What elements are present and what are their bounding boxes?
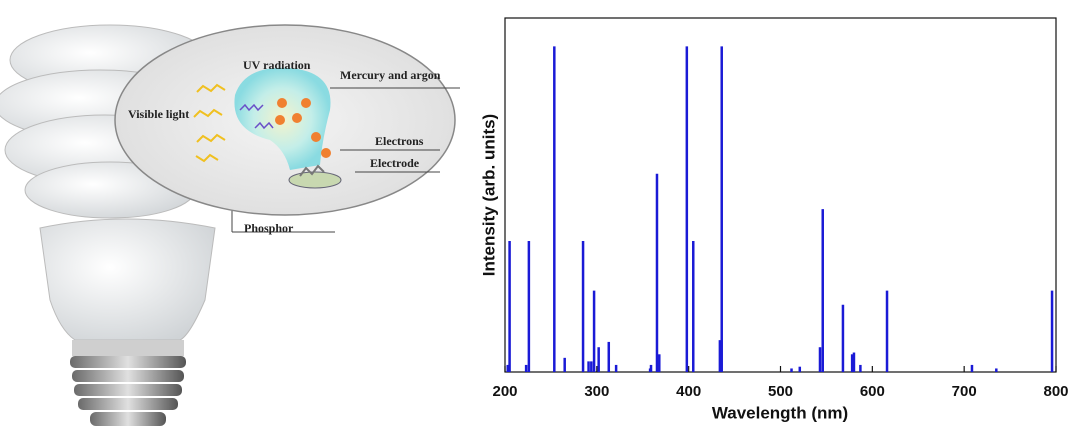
x-tick-label: 200 <box>492 383 517 400</box>
x-tick-label: 500 <box>768 383 793 400</box>
x-axis-label: Wavelength (nm) <box>712 403 848 422</box>
x-tick-label: 800 <box>1043 383 1068 400</box>
label-uv: UV radiation <box>243 58 311 72</box>
label-mercury: Mercury and argon <box>340 68 441 82</box>
x-tick-label: 700 <box>952 383 977 400</box>
plot-frame <box>504 17 1057 373</box>
label-electrons: Electrons <box>375 134 424 148</box>
x-tick-label: 600 <box>860 383 885 400</box>
label-visible: Visible light <box>128 107 189 121</box>
x-tick-label: 400 <box>676 383 701 400</box>
label-phosphor: Phosphor <box>244 221 294 235</box>
x-tick-label: 300 <box>584 383 609 400</box>
y-axis-label: Intensity (arb. units) <box>479 114 498 276</box>
label-electrode: Electrode <box>370 156 420 170</box>
bulb-illustration: UV radiation Mercury and argon Visible l… <box>0 24 460 426</box>
